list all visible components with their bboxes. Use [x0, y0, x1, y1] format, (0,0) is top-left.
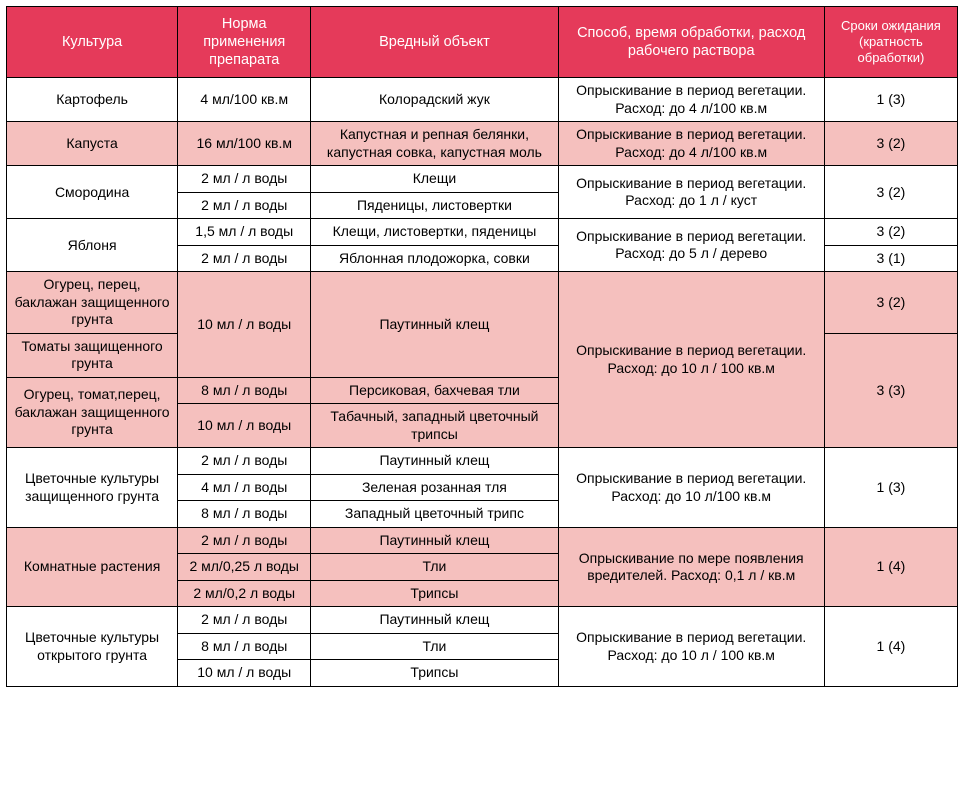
cell-pest: Табачный, западный цветочный трипсы: [311, 404, 558, 448]
cell-pest: Капустная и репная белянки, капустная со…: [311, 122, 558, 166]
cell-wait: 1 (3): [824, 448, 957, 528]
table-row: Комнатные растения 2 мл / л воды Паутинн…: [7, 527, 958, 554]
cell-dose: 4 мл/100 кв.м: [178, 78, 311, 122]
cell-pest: Персиковая, бахчевая тли: [311, 377, 558, 404]
cell-pest: Клещи: [311, 166, 558, 193]
table-row: Капуста 16 мл/100 кв.м Капустная и репна…: [7, 122, 958, 166]
cell-dose: 16 мл/100 кв.м: [178, 122, 311, 166]
cell-culture: Яблоня: [7, 219, 178, 272]
cell-method: Опрыскивание в период вегетации. Расход:…: [558, 166, 824, 219]
cell-culture: Капуста: [7, 122, 178, 166]
col-pest: Вредный объект: [311, 7, 558, 78]
cell-dose: 2 мл / л воды: [178, 192, 311, 219]
cell-wait: 1 (4): [824, 607, 957, 687]
cell-pest: Западный цветочный трипс: [311, 501, 558, 528]
table-row: Яблоня 1,5 мл / л воды Клещи, листовертк…: [7, 219, 958, 246]
cell-dose: 8 мл / л воды: [178, 377, 311, 404]
cell-culture: Томаты защищенного грунта: [7, 333, 178, 377]
cell-dose: 2 мл/0,2 л воды: [178, 580, 311, 607]
cell-pest: Паутинный клещ: [311, 272, 558, 378]
cell-method: Опрыскивание в период вегетации. Расход:…: [558, 219, 824, 272]
cell-dose: 10 мл / л воды: [178, 660, 311, 687]
table-row: Цветочные культуры открытого грунта 2 мл…: [7, 607, 958, 634]
cell-method: Опрыскивание в период вегетации. Расход:…: [558, 448, 824, 528]
cell-wait: 3 (2): [824, 166, 957, 219]
table-header-row: Культура Норма применения препарата Вред…: [7, 7, 958, 78]
cell-method: Опрыскивание по мере появления вредителе…: [558, 527, 824, 607]
cell-pest: Зеленая розанная тля: [311, 474, 558, 501]
cell-culture: Огурец, томат,перец, баклажан защищенног…: [7, 377, 178, 448]
table-row: Огурец, перец, баклажан защищенного грун…: [7, 272, 958, 334]
cell-culture: Цветочные культуры защищенного грунта: [7, 448, 178, 528]
cell-method: Опрыскивание в период вегетации. Расход:…: [558, 607, 824, 687]
cell-dose: 2 мл / л воды: [178, 245, 311, 272]
cell-pest: Паутинный клещ: [311, 527, 558, 554]
cell-dose: 10 мл / л воды: [178, 404, 311, 448]
cell-pest: Паутинный клещ: [311, 607, 558, 634]
cell-culture: Огурец, перец, баклажан защищенного грун…: [7, 272, 178, 334]
cell-dose: 1,5 мл / л воды: [178, 219, 311, 246]
col-method: Способ, время обработки, расход рабочего…: [558, 7, 824, 78]
cell-culture: Смородина: [7, 166, 178, 219]
cell-dose: 8 мл / л воды: [178, 501, 311, 528]
table-row: Картофель 4 мл/100 кв.м Колорадский жук …: [7, 78, 958, 122]
cell-pest: Клещи, листовертки, пяденицы: [311, 219, 558, 246]
cell-pest: Трипсы: [311, 660, 558, 687]
cell-pest: Тли: [311, 633, 558, 660]
table-row: Цветочные культуры защищенного грунта 2 …: [7, 448, 958, 475]
cell-culture: Картофель: [7, 78, 178, 122]
cell-dose: 2 мл / л воды: [178, 607, 311, 634]
cell-wait: 1 (4): [824, 527, 957, 607]
cell-pest: Пяденицы, листовертки: [311, 192, 558, 219]
cell-pest: Яблонная плодожорка, совки: [311, 245, 558, 272]
cell-pest: Колорадский жук: [311, 78, 558, 122]
cell-pest: Трипсы: [311, 580, 558, 607]
cell-dose: 10 мл / л воды: [178, 272, 311, 378]
cell-wait: 3 (2): [824, 272, 957, 334]
cell-method: Опрыскивание в период вегетации. Расход:…: [558, 78, 824, 122]
cell-pest: Паутинный клещ: [311, 448, 558, 475]
col-dose: Норма применения препарата: [178, 7, 311, 78]
cell-culture: Комнатные растения: [7, 527, 178, 607]
cell-dose: 8 мл / л воды: [178, 633, 311, 660]
cell-wait: 3 (2): [824, 122, 957, 166]
cell-dose: 2 мл/0,25 л воды: [178, 554, 311, 581]
cell-wait: 1 (3): [824, 78, 957, 122]
cell-pest: Тли: [311, 554, 558, 581]
table-row: Смородина 2 мл / л воды Клещи Опрыскиван…: [7, 166, 958, 193]
col-wait: Сроки ожидания (кратность обработки): [824, 7, 957, 78]
cell-method: Опрыскивание в период вегетации. Расход:…: [558, 272, 824, 448]
cell-wait: 3 (3): [824, 333, 957, 448]
cell-dose: 2 мл / л воды: [178, 166, 311, 193]
cell-dose: 2 мл / л воды: [178, 448, 311, 475]
cell-wait: 3 (1): [824, 245, 957, 272]
cell-dose: 2 мл / л воды: [178, 527, 311, 554]
cell-method: Опрыскивание в период вегетации. Расход:…: [558, 122, 824, 166]
cell-dose: 4 мл / л воды: [178, 474, 311, 501]
col-culture: Культура: [7, 7, 178, 78]
cell-wait: 3 (2): [824, 219, 957, 246]
pesticide-table: Культура Норма применения препарата Вред…: [6, 6, 958, 687]
cell-culture: Цветочные культуры открытого грунта: [7, 607, 178, 687]
